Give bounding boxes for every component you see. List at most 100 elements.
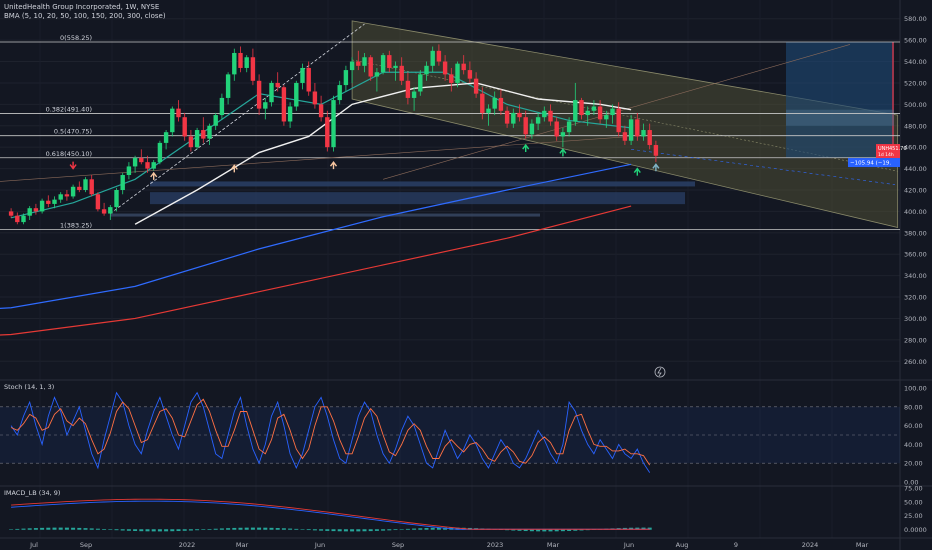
indicator-legend: BMA (5, 10, 20, 50, 100, 150, 200, 300, … — [4, 12, 166, 20]
price-tick-label: 460.00 — [904, 144, 927, 152]
macd-histogram-bar — [306, 529, 311, 531]
macd-histogram-bar — [108, 529, 113, 530]
candle-body — [114, 190, 119, 208]
macd-histogram-bar — [269, 527, 274, 530]
candle-body — [263, 102, 268, 109]
macd-histogram-bar — [362, 529, 367, 532]
macd-histogram-bar — [300, 529, 305, 530]
candle-body — [250, 57, 256, 81]
stoch-d-line — [10, 398, 651, 466]
candle-body — [579, 100, 584, 116]
support-zone — [150, 181, 695, 187]
candle-body — [343, 70, 349, 86]
time-tick-label: Mar — [547, 541, 560, 549]
candle-body — [21, 215, 26, 223]
macd-histogram-bar — [455, 527, 460, 530]
macd-histogram-bar — [213, 528, 218, 530]
candle-body — [362, 57, 367, 66]
candle-body — [628, 119, 634, 141]
candle-body — [380, 55, 386, 73]
macd-histogram-bar — [554, 529, 559, 532]
candle-body — [597, 106, 603, 120]
macd-histogram-bar — [443, 527, 448, 530]
time-tick-label: Sep — [392, 541, 404, 549]
candle-body — [157, 142, 163, 163]
candle-body — [442, 61, 448, 75]
fib-level-label: 0.5(470.75) — [54, 128, 92, 136]
candle-body — [15, 215, 20, 223]
macd-histogram-bar — [579, 529, 584, 531]
macd-histogram-bar — [151, 529, 156, 532]
macd-histogram-bar — [585, 529, 590, 531]
price-tick-label: 280.00 — [904, 336, 927, 344]
price-tick-label: 500.00 — [904, 101, 927, 109]
fib-level-label: 0.382(491.40) — [46, 106, 92, 114]
candle-body — [504, 110, 510, 124]
macd-histogram-bar — [176, 529, 181, 532]
candle-body — [331, 100, 336, 148]
stoch-tick-label: 100.00 — [904, 385, 927, 393]
macd-histogram-bar — [281, 528, 286, 530]
fib-level-label: 1(383.25) — [60, 221, 92, 229]
macd-histogram-bar — [170, 529, 175, 532]
candle-body — [560, 132, 566, 137]
signal-arrow-icon — [522, 143, 530, 153]
candle-body — [542, 110, 547, 118]
macd-histogram-bar — [523, 529, 528, 532]
macd-histogram-bar — [548, 529, 553, 532]
candle-body — [287, 106, 293, 122]
time-tick-label: 2024 — [802, 541, 819, 549]
candle-body — [70, 186, 76, 197]
macd-histogram-bar — [356, 529, 361, 532]
candle-body — [58, 194, 63, 200]
candle-body — [275, 82, 280, 88]
time-tick-label: 2023 — [487, 541, 504, 549]
lightning-icon — [657, 367, 662, 377]
macd-histogram-bar — [226, 528, 231, 530]
candle-body — [8, 211, 14, 216]
macd-histogram-bar — [529, 529, 534, 532]
macd-histogram-bar — [188, 529, 193, 531]
macd-histogram-bar — [201, 529, 206, 530]
last-price-value: 451.70 — [889, 146, 907, 152]
candle-body — [126, 166, 132, 176]
candle-body — [622, 132, 628, 141]
candle-body — [405, 80, 411, 98]
macd-histogram-bar — [120, 529, 125, 531]
macd-histogram-bar — [430, 527, 435, 530]
macd-histogram-bar — [207, 529, 212, 530]
candle-body — [517, 112, 522, 118]
macd-histogram-bar — [182, 529, 187, 531]
candle-body — [449, 74, 454, 83]
signal-arrow-icon — [150, 171, 158, 180]
bar-countdown: 1d 14h — [878, 152, 894, 158]
candle-body — [461, 63, 466, 71]
macd-histogram-bar — [635, 527, 640, 530]
candle-body — [300, 67, 305, 83]
candle-body — [139, 157, 144, 163]
macd-histogram-bar — [21, 528, 26, 530]
macd-tick-label: 0.0000 — [904, 526, 927, 534]
candle-body — [653, 145, 659, 156]
measure-tag-label: −105.94 (−19. — [850, 161, 891, 167]
macd-histogram-bar — [33, 528, 38, 530]
macd-histogram-bar — [505, 529, 510, 531]
candle-body — [647, 130, 652, 146]
candle-body — [256, 80, 262, 109]
macd-histogram-bar — [381, 529, 386, 531]
measure-tag — [848, 158, 900, 168]
macd-histogram-bar — [629, 527, 634, 530]
macd-histogram-bar — [263, 527, 268, 530]
macd-histogram-bar — [641, 527, 646, 530]
last-price-tag — [876, 144, 900, 159]
candle-body — [325, 117, 330, 148]
price-tick-label: 300.00 — [904, 315, 927, 323]
macd-histogram-bar — [126, 529, 131, 531]
macd-histogram-bar — [219, 528, 224, 530]
last-price-symbol: UNH — [878, 146, 889, 152]
macd-histogram-bar — [405, 528, 410, 530]
candle-body — [294, 82, 299, 107]
time-tick-label: Jun — [623, 541, 634, 549]
